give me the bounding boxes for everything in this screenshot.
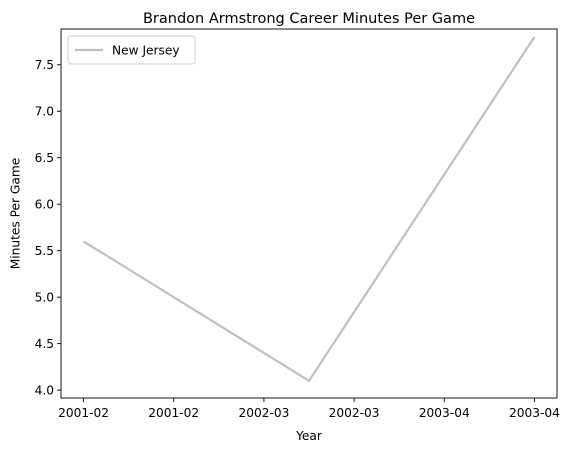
series-line — [82, 36, 536, 383]
y-tick-label: 4.0 — [35, 383, 54, 397]
y-tick-label: 4.5 — [35, 337, 54, 351]
x-tick-label: 2001-02 — [148, 406, 199, 420]
y-axis: 4.0 4.5 5.0 5.5 6.0 6.5 7.0 7.5 — [35, 58, 61, 397]
y-tick-label: 5.5 — [35, 244, 54, 258]
plot-frame — [60, 28, 558, 399]
series-layer — [82, 36, 536, 383]
x-tick-label: 2001-02 — [58, 406, 109, 420]
plot-area: 4.04.55.05.56.06.57.07.5 2001-02 2001-02 2… — [35, 28, 560, 420]
legend-label: New Jersey — [112, 44, 180, 58]
legend: New Jersey — [67, 35, 196, 65]
x-tick-label: 2003-04 — [509, 406, 560, 420]
y-axis-label: Minutes Per Game — [9, 158, 23, 269]
y-tick-label: 6.0 — [35, 198, 54, 212]
x-tick-label: 2002-03 — [329, 406, 380, 420]
x-tick-label: 2002-03 — [238, 406, 289, 420]
legend-box — [67, 35, 196, 65]
chart-title: Brandon Armstrong Career Minutes Per Gam… — [143, 11, 475, 27]
y-tick-label: 7.0 — [35, 105, 54, 119]
y-tick-label: 5.0 — [35, 290, 54, 304]
x-tick-label: 2003-04 — [419, 406, 470, 420]
y-tick-label: 6.5 — [35, 151, 54, 165]
x-axis: 2001-02 2001-02 2002-03 2002-03 2003-04 2003-… — [58, 398, 560, 420]
y-tick-label: 7.5 — [35, 58, 54, 72]
x-axis-label: Year — [295, 429, 323, 443]
